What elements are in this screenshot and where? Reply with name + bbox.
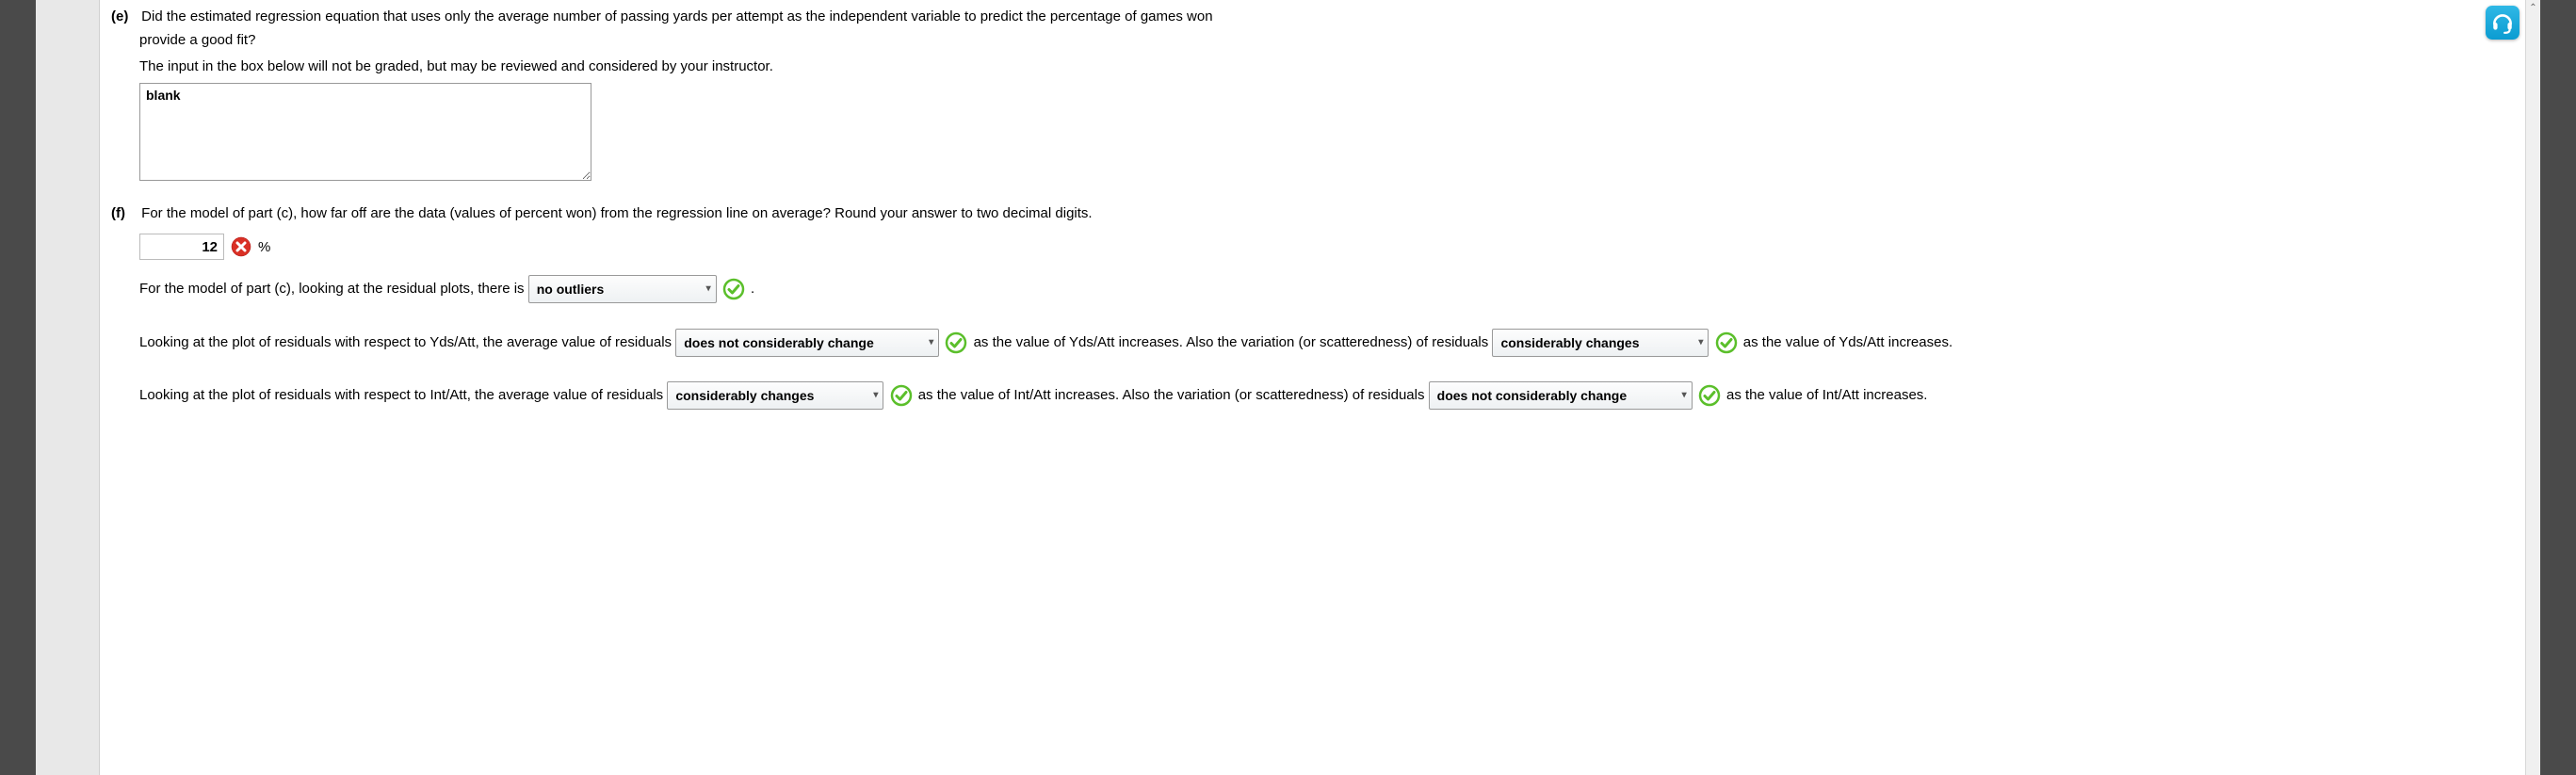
chevron-down-icon: ▾ bbox=[873, 382, 878, 409]
chevron-down-icon: ▾ bbox=[1682, 382, 1687, 409]
intatt-var-select-value: does not considerably change bbox=[1437, 388, 1628, 403]
part-f-unit: % bbox=[258, 236, 270, 258]
headset-icon bbox=[2490, 10, 2515, 35]
chevron-down-icon: ▾ bbox=[929, 330, 933, 356]
part-e-note: The input in the box below will not be g… bbox=[111, 56, 2487, 77]
part-e-question: (e) Did the estimated regression equatio… bbox=[111, 6, 2487, 27]
ydsatt-paragraph: Looking at the plot of residuals with re… bbox=[111, 327, 2487, 360]
residual-intro-text: For the model of part (c), looking at th… bbox=[139, 281, 525, 297]
help-button[interactable] bbox=[2486, 6, 2519, 40]
correct-icon bbox=[1698, 384, 1721, 407]
part-e-text-line2: provide a good fit? bbox=[111, 29, 2487, 51]
incorrect-icon bbox=[230, 235, 252, 258]
intatt-text-2a: (or scatteredness) of residuals bbox=[1235, 387, 1425, 403]
ydsatt-text-1a: Looking at the plot of residuals with re… bbox=[139, 334, 672, 350]
correct-icon bbox=[722, 278, 745, 300]
part-f-numeric-input[interactable] bbox=[139, 234, 224, 260]
ydsatt-avg-select[interactable]: does not considerably change ▾ bbox=[675, 329, 939, 357]
intatt-var-select[interactable]: does not considerably change ▾ bbox=[1429, 381, 1693, 410]
ydsatt-var-select[interactable]: considerably changes ▾ bbox=[1492, 329, 1709, 357]
part-e-text-line1: Did the estimated regression equation th… bbox=[141, 8, 1212, 24]
part-e-label: (e) bbox=[111, 6, 138, 27]
intatt-paragraph: Looking at the plot of residuals with re… bbox=[111, 379, 2487, 412]
outliers-select[interactable]: no outliers ▾ bbox=[528, 275, 717, 303]
part-e-textarea[interactable]: blank bbox=[139, 83, 591, 181]
intatt-text-2b: as the value of Int/Att increases. bbox=[1726, 387, 1927, 403]
residual-outliers-line: For the model of part (c), looking at th… bbox=[111, 273, 2487, 306]
correct-icon bbox=[890, 384, 913, 407]
vertical-scrollbar[interactable]: ⌃ bbox=[2525, 0, 2540, 775]
ydsatt-avg-select-value: does not considerably change bbox=[684, 335, 874, 350]
window-frame-left bbox=[0, 0, 36, 775]
chevron-down-icon: ▾ bbox=[706, 276, 711, 302]
outliers-select-value: no outliers bbox=[537, 282, 605, 297]
intatt-text-1b: as the value of Int/Att increases. Also … bbox=[918, 387, 1231, 403]
correct-icon bbox=[945, 331, 967, 354]
part-f-label: (f) bbox=[111, 202, 138, 224]
question-content: (e) Did the estimated regression equatio… bbox=[100, 0, 2525, 775]
correct-icon bbox=[1715, 331, 1738, 354]
part-f-text: For the model of part (c), how far off a… bbox=[141, 205, 1092, 221]
scroll-up-icon[interactable]: ⌃ bbox=[2526, 0, 2540, 15]
ydsatt-text-2a: variation (or scatteredness) of residual… bbox=[1241, 334, 1489, 350]
ydsatt-text-1b: as the value of Yds/Att increases. Also … bbox=[974, 334, 1238, 350]
page-gutter bbox=[36, 0, 100, 775]
chevron-down-icon: ▾ bbox=[1698, 330, 1703, 356]
ydsatt-var-select-value: considerably changes bbox=[1500, 335, 1639, 350]
period: . bbox=[751, 281, 754, 297]
page-frame: (e) Did the estimated regression equatio… bbox=[36, 0, 2540, 775]
ydsatt-text-2b: as the value of Yds/Att increases. bbox=[1743, 334, 1952, 350]
intatt-avg-select-value: considerably changes bbox=[675, 388, 814, 403]
intatt-text-1a: Looking at the plot of residuals with re… bbox=[139, 387, 663, 403]
intatt-avg-select[interactable]: considerably changes ▾ bbox=[667, 381, 883, 410]
window-frame-right bbox=[2540, 0, 2576, 775]
part-f-question: (f) For the model of part (c), how far o… bbox=[111, 202, 2487, 224]
